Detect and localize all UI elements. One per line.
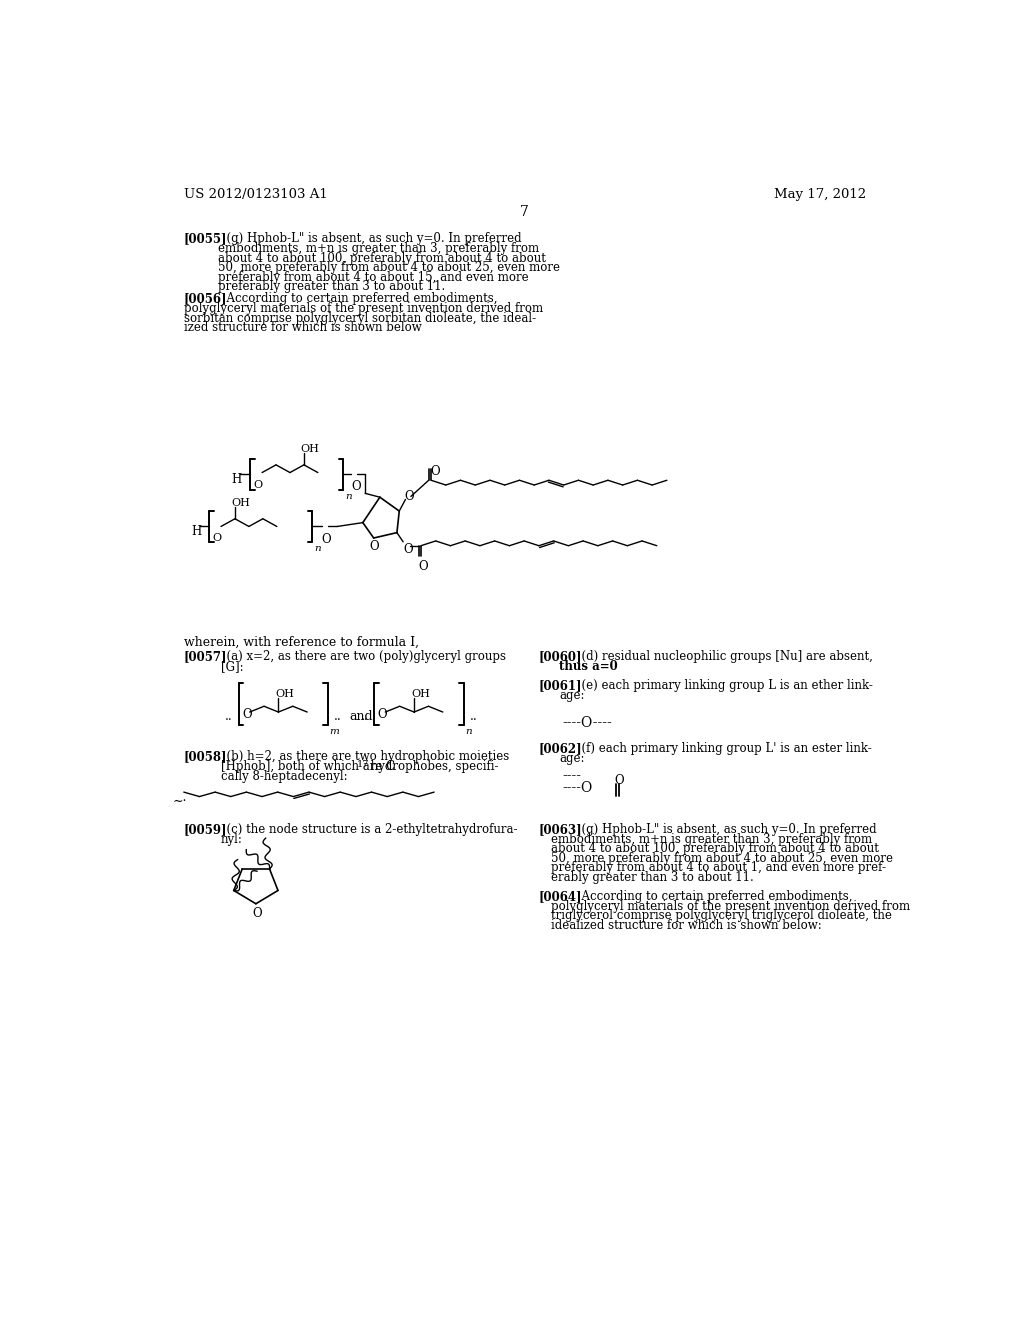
Text: m: m xyxy=(330,727,339,737)
Text: 50, more preferably from about 4 to about 25, even more: 50, more preferably from about 4 to abou… xyxy=(551,851,893,865)
Text: hydrophobes, specifi-: hydrophobes, specifi- xyxy=(367,760,499,772)
Text: (f) each primary linking group L' is an ester link-: (f) each primary linking group L' is an … xyxy=(574,742,872,755)
Text: n: n xyxy=(314,544,321,553)
Text: O: O xyxy=(430,465,440,478)
Text: OH: OH xyxy=(275,689,294,698)
Text: OH: OH xyxy=(301,444,319,454)
Text: (g) Hphob-L" is absent, as such y=0. In preferred: (g) Hphob-L" is absent, as such y=0. In … xyxy=(219,232,522,246)
Text: (a) x=2, as there are two (poly)glyceryl groups: (a) x=2, as there are two (poly)glyceryl… xyxy=(219,649,507,663)
Text: thus a=0: thus a=0 xyxy=(559,660,617,673)
Text: (b) h=2, as there are two hydrophobic moieties: (b) h=2, as there are two hydrophobic mo… xyxy=(219,750,510,763)
Text: idealized structure for which is shown below:: idealized structure for which is shown b… xyxy=(551,919,822,932)
Text: ··: ·· xyxy=(360,714,369,727)
Text: [0057]: [0057] xyxy=(183,649,227,663)
Text: embodiments, m+n is greater than 3, preferably from: embodiments, m+n is greater than 3, pref… xyxy=(218,242,539,255)
Text: O: O xyxy=(242,708,252,721)
Text: preferably from about 4 to about 1, and even more pref-: preferably from about 4 to about 1, and … xyxy=(551,862,886,874)
Text: O: O xyxy=(378,708,387,721)
Text: 50, more preferably from about 4 to about 25, even more: 50, more preferably from about 4 to abou… xyxy=(218,261,560,275)
Text: age:: age: xyxy=(559,752,585,766)
Text: H: H xyxy=(191,525,202,539)
Text: H: H xyxy=(231,473,242,486)
Text: O: O xyxy=(403,490,414,503)
Text: [0059]: [0059] xyxy=(183,822,227,836)
Text: O: O xyxy=(322,533,332,545)
Text: O: O xyxy=(351,480,360,494)
Text: and: and xyxy=(349,710,374,723)
Text: ∼·: ∼· xyxy=(172,795,186,808)
Text: ----O----: ----O---- xyxy=(562,715,611,730)
Text: O: O xyxy=(403,544,413,557)
Text: wherein, with reference to formula I,: wherein, with reference to formula I, xyxy=(183,636,419,649)
Text: O: O xyxy=(419,560,428,573)
Text: [0062]: [0062] xyxy=(539,742,583,755)
Text: preferably greater than 3 to about 11.: preferably greater than 3 to about 11. xyxy=(218,280,445,293)
Text: (g) Hphob-L" is absent, as such y=0. In preferred: (g) Hphob-L" is absent, as such y=0. In … xyxy=(574,822,877,836)
Text: OH: OH xyxy=(411,689,430,698)
Text: embodiments, m+n is greater than 3, preferably from: embodiments, m+n is greater than 3, pref… xyxy=(551,833,872,846)
Text: 17: 17 xyxy=(356,760,369,768)
Text: O: O xyxy=(253,907,262,920)
Text: According to certain preferred embodiments,: According to certain preferred embodimen… xyxy=(219,293,498,305)
Text: nyl:: nyl: xyxy=(221,833,243,846)
Text: erably greater than 3 to about 11.: erably greater than 3 to about 11. xyxy=(551,871,754,884)
Text: [0060]: [0060] xyxy=(539,649,583,663)
Text: n: n xyxy=(465,727,472,737)
Text: [0063]: [0063] xyxy=(539,822,583,836)
Text: about 4 to about 100, preferably from about 4 to about: about 4 to about 100, preferably from ab… xyxy=(218,252,546,264)
Text: [G]:: [G]: xyxy=(221,660,244,673)
Text: ----O: ----O xyxy=(562,780,592,795)
Text: ized structure for which is shown below: ized structure for which is shown below xyxy=(183,321,422,334)
Text: [0055]: [0055] xyxy=(183,232,227,246)
Text: [0058]: [0058] xyxy=(183,750,227,763)
Text: about 4 to about 100, preferably from about 4 to about: about 4 to about 100, preferably from ab… xyxy=(551,842,879,855)
Text: May 17, 2012: May 17, 2012 xyxy=(774,187,866,201)
Text: age:: age: xyxy=(559,689,585,702)
Text: ----: ---- xyxy=(562,770,581,783)
Text: (e) each primary linking group L is an ether link-: (e) each primary linking group L is an e… xyxy=(574,678,873,692)
Text: polyglyceryl materials of the present invention derived from: polyglyceryl materials of the present in… xyxy=(551,899,910,912)
Text: (d) residual nucleophilic groups [Nu] are absent,: (d) residual nucleophilic groups [Nu] ar… xyxy=(574,649,873,663)
Text: n: n xyxy=(345,492,351,500)
Text: O: O xyxy=(614,775,625,788)
Text: O: O xyxy=(370,540,380,553)
Text: ··: ·· xyxy=(225,714,232,727)
Text: OH: OH xyxy=(231,498,251,508)
Text: [0061]: [0061] xyxy=(539,678,583,692)
Text: ··: ·· xyxy=(470,714,477,727)
Text: cally 8-heptadecenyl:: cally 8-heptadecenyl: xyxy=(221,770,347,783)
Text: (c) the node structure is a 2-ethyltetrahydrofura-: (c) the node structure is a 2-ethyltetra… xyxy=(219,822,518,836)
Text: O: O xyxy=(212,533,221,543)
Text: triglycerol comprise polyglyceryl triglycerol dioleate, the: triglycerol comprise polyglyceryl trigly… xyxy=(551,909,892,923)
Text: preferably from about 4 to about 15, and even more: preferably from about 4 to about 15, and… xyxy=(218,271,528,284)
Text: According to certain preferred embodiments,: According to certain preferred embodimen… xyxy=(574,890,853,903)
Text: O: O xyxy=(254,480,263,490)
Text: [0056]: [0056] xyxy=(183,293,227,305)
Text: ··: ·· xyxy=(334,714,342,727)
Text: [0064]: [0064] xyxy=(539,890,583,903)
Text: sorbitan comprise polyglyceryl sorbitan dioleate, the ideal-: sorbitan comprise polyglyceryl sorbitan … xyxy=(183,312,536,325)
Text: polyglyceryl materials of the present invention derived from: polyglyceryl materials of the present in… xyxy=(183,302,543,315)
Text: 7: 7 xyxy=(520,205,529,219)
Text: [Hphob], both of which are C: [Hphob], both of which are C xyxy=(221,760,395,772)
Text: US 2012/0123103 A1: US 2012/0123103 A1 xyxy=(183,187,328,201)
